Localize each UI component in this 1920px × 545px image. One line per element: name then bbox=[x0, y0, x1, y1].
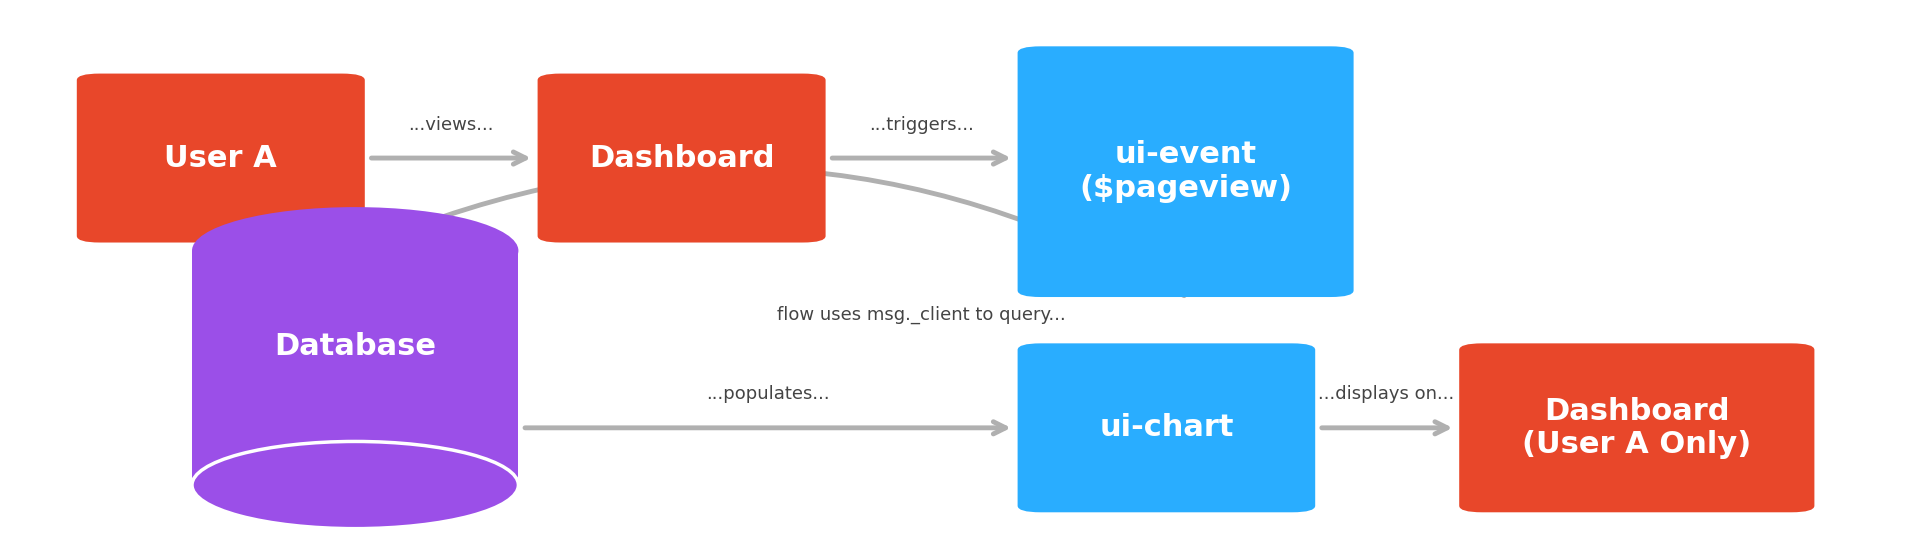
Text: ui-chart: ui-chart bbox=[1098, 413, 1235, 443]
Text: ...views...: ...views... bbox=[409, 116, 493, 134]
Text: ...displays on...: ...displays on... bbox=[1319, 385, 1453, 403]
Ellipse shape bbox=[192, 441, 518, 529]
Text: Dashboard: Dashboard bbox=[589, 143, 774, 173]
Text: ...triggers...: ...triggers... bbox=[870, 116, 973, 134]
FancyBboxPatch shape bbox=[1459, 343, 1814, 512]
Text: flow uses msg._client to query...: flow uses msg._client to query... bbox=[778, 306, 1066, 324]
FancyBboxPatch shape bbox=[1018, 343, 1315, 512]
FancyBboxPatch shape bbox=[538, 74, 826, 243]
Text: User A: User A bbox=[165, 143, 276, 173]
Text: Database: Database bbox=[275, 331, 436, 361]
FancyBboxPatch shape bbox=[1018, 46, 1354, 297]
Ellipse shape bbox=[192, 207, 518, 294]
Text: Dashboard
(User A Only): Dashboard (User A Only) bbox=[1523, 397, 1751, 459]
Text: ...populates...: ...populates... bbox=[707, 385, 829, 403]
FancyBboxPatch shape bbox=[192, 251, 518, 485]
Text: ui-event
($pageview): ui-event ($pageview) bbox=[1079, 141, 1292, 203]
FancyBboxPatch shape bbox=[77, 74, 365, 243]
